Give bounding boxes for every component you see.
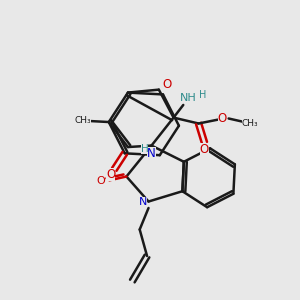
Text: NH: NH	[180, 93, 197, 103]
Text: H: H	[141, 144, 148, 154]
Text: CH₃: CH₃	[75, 116, 91, 125]
Text: O: O	[96, 176, 105, 186]
Text: N: N	[139, 196, 147, 206]
Text: H: H	[199, 90, 207, 100]
Text: N: N	[147, 147, 156, 160]
Text: O: O	[106, 168, 116, 181]
Text: O: O	[200, 142, 209, 156]
Text: CH₃: CH₃	[242, 119, 258, 128]
Text: O: O	[163, 78, 172, 91]
Text: O: O	[218, 112, 227, 125]
